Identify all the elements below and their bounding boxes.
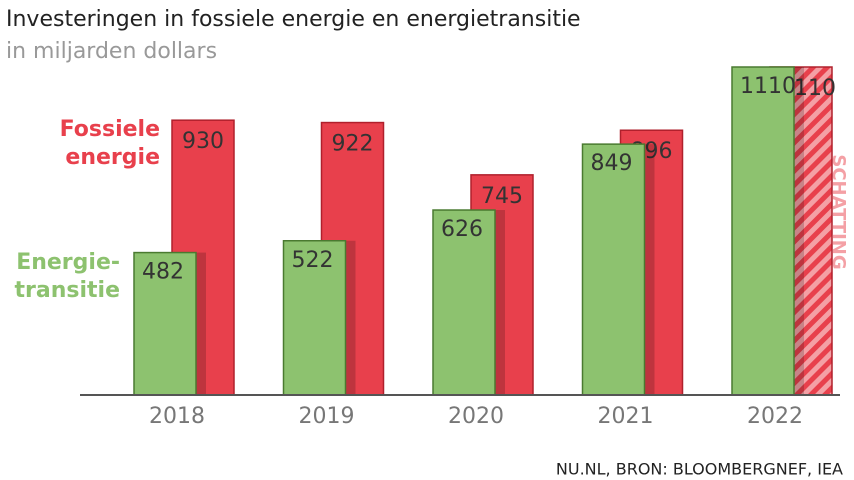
chart-title: Investeringen in fossiele energie en ene… (6, 7, 581, 32)
legend-label: Energie-transitie (15, 250, 121, 303)
data-label: 522 (292, 248, 334, 273)
bar (581, 143, 646, 396)
source: NU.NL, BRON: BLOOMBERGNEF, IEA (556, 460, 843, 479)
x-tick-label: 2021 (598, 404, 654, 429)
annotation: SCHATTING (828, 154, 849, 269)
x-tick-label: 2018 (149, 404, 205, 429)
legend-label: Fossiele energie (60, 117, 160, 170)
data-label: 922 (332, 132, 374, 157)
x-tick-label: 2019 (299, 404, 355, 429)
data-label: 482 (142, 260, 184, 285)
data-label: 745 (481, 184, 523, 209)
x-tick-label: 2020 (448, 404, 504, 429)
x-tick-label: 2022 (747, 404, 803, 429)
bar (282, 240, 347, 396)
data-label: 626 (441, 217, 483, 242)
data-label: 849 (591, 151, 633, 176)
data-label: 930 (182, 129, 224, 154)
bar (731, 66, 795, 396)
bar-shadow (644, 144, 655, 395)
bar (432, 209, 496, 396)
bar-shadow (495, 210, 505, 395)
bar-shadow (794, 67, 804, 395)
data-label: 1110 (740, 74, 796, 99)
bar-shadow (196, 252, 206, 395)
chart-subtitle: in miljarden dollars (6, 39, 217, 64)
bar-shadow (345, 240, 356, 395)
